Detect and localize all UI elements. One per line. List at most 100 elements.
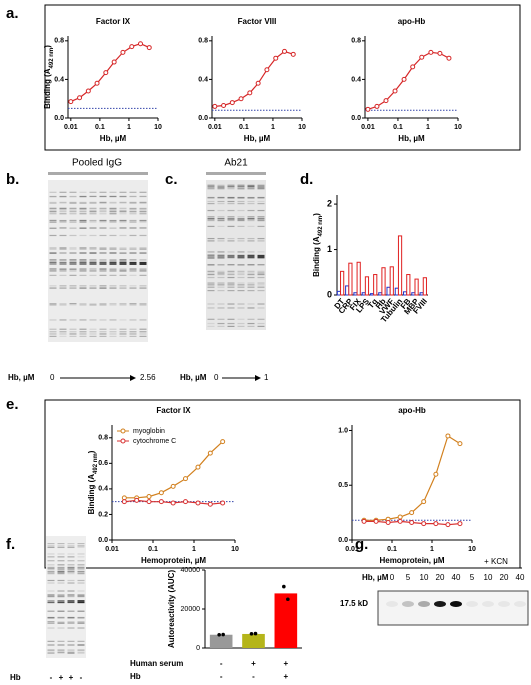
gel-band: [69, 195, 77, 197]
gel-band: [257, 197, 265, 199]
gel-band: [237, 184, 245, 186]
group-label: + KCN: [484, 557, 508, 566]
gel-band: [49, 220, 57, 222]
gel-band: [77, 652, 85, 654]
gel-band: [79, 252, 87, 254]
gel-band: [67, 649, 75, 651]
gel-band: [119, 252, 127, 254]
gel-band: [47, 640, 55, 642]
lane-label: 40: [516, 573, 525, 582]
gel-band: [109, 219, 117, 222]
lane-label: 20: [436, 573, 445, 582]
gel-band: [119, 319, 127, 321]
gel-axis-label: Hb, µM: [362, 573, 389, 582]
gel-band: [139, 287, 147, 289]
gel-band: [77, 582, 85, 584]
panel-label: c.: [165, 171, 178, 188]
gel-band: [47, 568, 55, 570]
gel-band: [139, 247, 147, 249]
gel-band: [227, 264, 235, 266]
gel-band: [237, 325, 245, 327]
gel-band: [47, 560, 55, 562]
gel-band: [129, 260, 137, 262]
gel-band: [79, 252, 87, 254]
gel-band: [227, 196, 235, 199]
gel-band: [237, 303, 245, 305]
gel-band: [139, 221, 147, 223]
gel-band: [99, 287, 107, 289]
gel-band: [217, 219, 225, 221]
gel-band: [49, 210, 57, 212]
gel-band: [227, 185, 235, 188]
gel-band: [67, 616, 75, 619]
gel-band: [47, 594, 55, 596]
gel-band: [257, 303, 265, 305]
gel-band: [49, 287, 57, 289]
gel-band: [67, 622, 75, 624]
gel-band: [99, 234, 107, 237]
gel-band: [47, 651, 55, 653]
gel-band: [237, 264, 245, 266]
gel-band: [237, 219, 245, 221]
gel-band: [217, 289, 225, 292]
gel-band: [207, 188, 215, 190]
gel-band: [67, 546, 75, 549]
gel-band: [57, 546, 65, 549]
gel-band: [59, 221, 67, 223]
gel-band: [89, 274, 97, 276]
gel-band: [77, 546, 85, 549]
y-tick-label: 0.6: [98, 460, 108, 467]
gel-band: [119, 260, 127, 262]
data-point: [428, 49, 434, 55]
gel-band: [59, 201, 67, 203]
gel-band: [257, 289, 265, 292]
gel-band: [47, 590, 55, 592]
gel-band: [109, 248, 117, 250]
gel-band: [77, 610, 85, 612]
gel-band: [217, 240, 225, 242]
y-tick-label: 0.2: [98, 511, 108, 518]
y-axis-label-part: 492 nm: [93, 453, 99, 474]
gel-band: [47, 622, 55, 624]
gel-band: [237, 185, 245, 188]
gel-band: [47, 566, 55, 568]
gel-band: [227, 264, 235, 266]
gel-band: [67, 564, 75, 566]
data-point: [365, 106, 371, 112]
gel-band: [57, 649, 65, 651]
gel-band: [69, 303, 77, 305]
gel-band: [89, 268, 97, 270]
gel-band: [257, 185, 265, 187]
gel-band: [79, 248, 87, 250]
gel-band: [59, 234, 67, 237]
panel-label: a.: [6, 5, 19, 22]
gel-band: [139, 191, 147, 193]
data-point: [409, 519, 415, 525]
gel-band: [217, 284, 225, 286]
gel-band: [207, 307, 215, 309]
gel-band: [47, 617, 55, 619]
gel-band: [69, 328, 77, 330]
gel-band: [514, 601, 526, 607]
gel-band: [227, 186, 235, 188]
gel-band: [217, 282, 225, 284]
gel-band: [69, 259, 77, 261]
gel-band: [247, 307, 255, 309]
gel-band: [77, 560, 85, 562]
gel-band: [129, 191, 137, 193]
gel-band: [79, 268, 87, 270]
gel-band: [89, 270, 97, 272]
gel-band: [47, 595, 55, 597]
gel-band: [227, 276, 235, 279]
gel-band: [89, 208, 97, 210]
gel-band: [89, 252, 97, 254]
gel-band: [257, 240, 265, 242]
gel-band: [77, 566, 85, 568]
gel-band: [207, 257, 215, 259]
gel-band: [57, 617, 65, 619]
gel-band: [57, 616, 65, 619]
gel-band: [109, 303, 117, 305]
data-point: [282, 584, 286, 589]
gel-band: [247, 282, 255, 284]
gel-band: [217, 276, 225, 279]
